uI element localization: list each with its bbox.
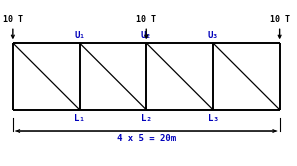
Text: 10 T: 10 T	[270, 15, 290, 24]
Text: L₁: L₁	[74, 114, 85, 123]
Text: 10 T: 10 T	[3, 15, 23, 24]
Text: U₁: U₁	[74, 31, 85, 40]
Text: L₂: L₂	[141, 114, 151, 123]
Text: 4 x 5 = 20m: 4 x 5 = 20m	[117, 134, 176, 143]
Text: U₂: U₂	[141, 31, 151, 40]
Text: L₃: L₃	[208, 114, 218, 123]
Text: U₃: U₃	[208, 31, 218, 40]
Text: 10 T: 10 T	[136, 15, 156, 24]
